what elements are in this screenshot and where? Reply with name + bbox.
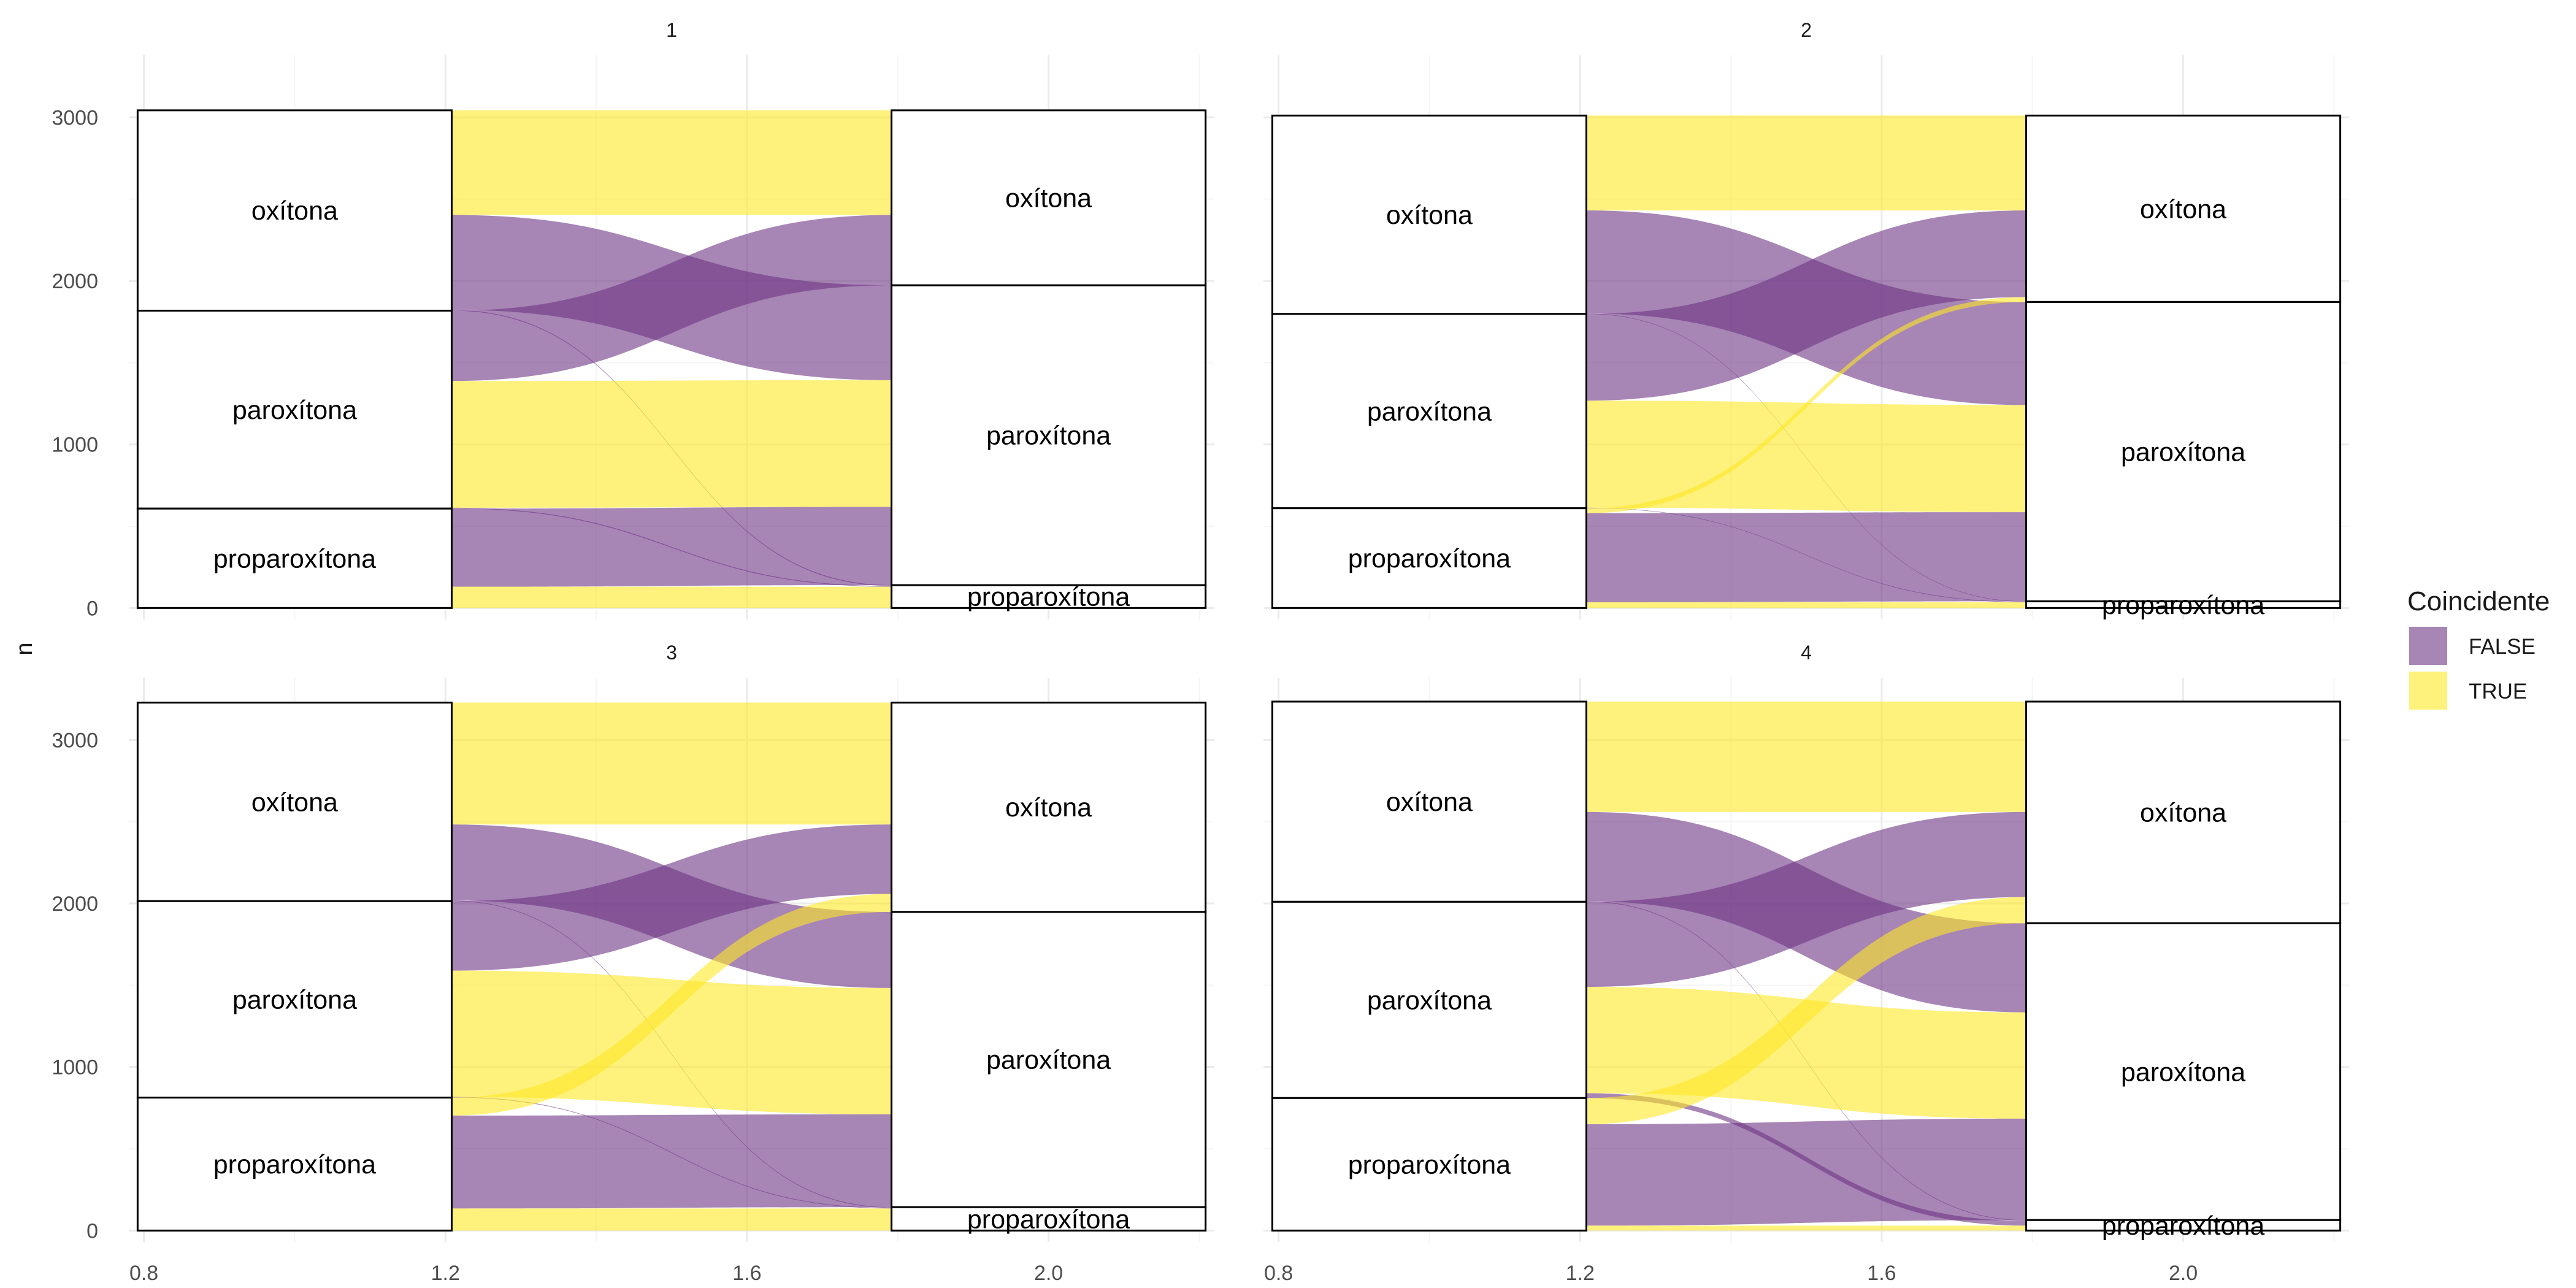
flow-proparoxítona-paroxítona: [451, 507, 891, 587]
flow-oxítona-oxítona: [1586, 115, 2026, 210]
y-tick-label: 0: [86, 1219, 98, 1243]
flow-proparoxítona-paroxítona: [1586, 512, 2026, 602]
panel-1: 1 0 1000 2000 3000 oxítona paroxítona proparoxí…: [52, 19, 1214, 620]
stratum-label: proparoxítona: [1348, 544, 1511, 573]
stratum-label: oxítona: [1386, 201, 1473, 230]
stratum-label: oxítona: [2140, 194, 2226, 224]
stratum-label: paroxítona: [1367, 986, 1492, 1015]
flow-proparoxítona-proparoxítona: [451, 587, 891, 608]
stratum-label: proparoxítona: [967, 583, 1130, 612]
flows: [1586, 702, 2026, 1230]
y-tick-label: 1000: [52, 434, 98, 457]
stratum-label: proparoxítona: [213, 544, 376, 573]
stratum-label: paroxítona: [232, 985, 357, 1014]
y-tick-label: 0: [86, 597, 98, 620]
flow-proparoxítona-paroxítona: [451, 1114, 891, 1209]
y-tick-label: 2000: [52, 892, 98, 916]
panel-title: 4: [1801, 642, 1812, 664]
x-tick-label: 1.2: [1566, 1262, 1595, 1285]
stratum-label: oxítona: [2140, 799, 2226, 828]
x-tick-label: 2.0: [2169, 1262, 2198, 1285]
stratum-label: proparoxítona: [967, 1205, 1130, 1234]
stratum-label: oxítona: [1005, 184, 1092, 213]
flow-oxítona-oxítona: [451, 110, 891, 215]
stratum-label: oxítona: [1386, 788, 1473, 817]
flows: [1586, 115, 2026, 608]
legend-title: Coincidente: [2407, 586, 2550, 616]
stratum-label: proparoxítona: [1348, 1150, 1511, 1179]
stratum-label: paroxítona: [986, 1046, 1111, 1075]
flow-proparoxítona-proparoxítona: [1586, 1225, 2026, 1230]
x-tick-label: 1.6: [732, 1262, 761, 1285]
panel-title: 3: [666, 642, 677, 664]
y-tick-label: 2000: [52, 270, 98, 293]
stratum-label: oxítona: [251, 788, 338, 817]
panel-title: 2: [1801, 19, 1812, 41]
y-tick-label: 1000: [52, 1056, 98, 1079]
flow-proparoxítona-proparoxítona: [1586, 602, 2026, 608]
x-tick-label: 1.2: [431, 1262, 460, 1285]
flow-paroxítona-paroxítona: [1586, 401, 2026, 512]
stratum-label: oxítona: [1005, 793, 1092, 822]
flow-oxítona-oxítona: [451, 703, 891, 825]
flows: [451, 703, 891, 1231]
x-tick-label: 1.6: [1867, 1262, 1896, 1285]
x-tick-label: 2.0: [1034, 1262, 1063, 1285]
flow-oxítona-oxítona: [1586, 702, 2026, 812]
stratum-label: paroxítona: [232, 396, 357, 425]
flow-proparoxítona-proparoxítona: [451, 1208, 891, 1230]
flows: [451, 110, 891, 608]
x-tick-label: 0.8: [1264, 1262, 1293, 1285]
y-tick-label: 3000: [52, 106, 98, 129]
stratum-label: proparoxítona: [213, 1150, 376, 1179]
flow-proparoxítona-paroxítona: [1586, 1119, 2026, 1225]
y-tick-label: 3000: [52, 729, 98, 752]
panel-3: 3 0 1000 2000 3000 0.8 1.2 1.6 2.0 oxítona paroxít…: [52, 642, 1214, 1285]
stratum-label: proparoxítona: [2102, 591, 2264, 620]
legend-swatch-TRUE: [2409, 672, 2447, 710]
flow-paroxítona-paroxítona: [451, 380, 891, 508]
legend-swatch-FALSE: [2409, 627, 2447, 665]
x-tick-label: 0.8: [129, 1262, 158, 1285]
stratum-label: paroxítona: [986, 421, 1111, 451]
stratum-label: proparoxítona: [2102, 1211, 2264, 1241]
panel-2: 2 oxítona paroxítona proparoxítona oxítona pa…: [1263, 19, 2349, 620]
legend-label: FALSE: [2469, 635, 2536, 659]
panel-title: 1: [666, 19, 677, 41]
y-axis-title: n: [12, 642, 37, 655]
legend-label: TRUE: [2469, 680, 2527, 703]
panel-4: 4 0.8 1.2 1.6 2.0 oxítona paroxítona proparoxít…: [1263, 642, 2349, 1285]
stratum-label: paroxítona: [2121, 1057, 2245, 1087]
stratum-label: oxítona: [251, 196, 338, 226]
stratum-label: paroxítona: [2121, 437, 2245, 467]
stratum-label: paroxítona: [1367, 397, 1492, 426]
legend: Coincidente FALSE TRUE: [2407, 586, 2550, 710]
